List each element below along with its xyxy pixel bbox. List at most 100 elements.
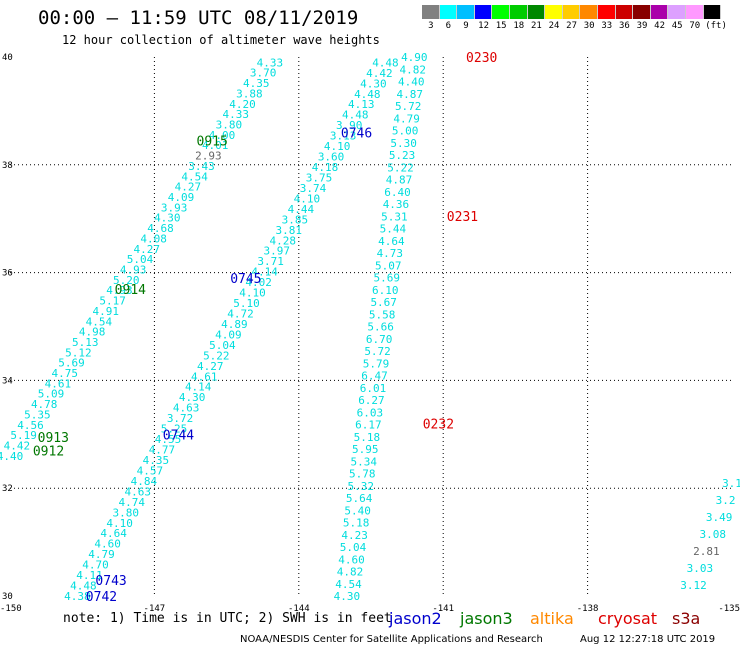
wave-height-value: 4.40 [0, 450, 23, 463]
wave-height-value: 6.70 [366, 333, 393, 346]
wave-height-value: 3.90 [336, 119, 363, 132]
wave-height-value: 3.75 [306, 171, 333, 184]
wave-height-value: 4.27 [197, 360, 224, 373]
wave-height-value: 3.1 [722, 477, 740, 490]
wave-height-value: 4.54 [335, 578, 362, 591]
wave-height-value: 4.09 [168, 191, 195, 204]
legend-swatch [510, 5, 528, 19]
x-tick-label: -141 [432, 604, 454, 614]
wave-height-value: 6.10 [372, 284, 399, 297]
wave-height-value: 3.85 [282, 213, 309, 226]
wave-height-value: 5.25 [161, 423, 188, 436]
wave-height-value: 4.20 [229, 98, 256, 111]
wave-height-value: 4.74 [118, 496, 145, 509]
wave-height-value: 4.14 [185, 381, 212, 394]
legend-label: 3 [428, 21, 434, 31]
satellite-name-altika: altika [530, 609, 574, 628]
satellite-name-s3a: s3a [672, 609, 701, 628]
legend-swatch [650, 5, 669, 19]
wave-height-value: 4.70 [82, 559, 109, 572]
pass-time-label: 0744 [163, 428, 194, 443]
wave-height-value: 3.43 [188, 160, 215, 173]
wave-height-value: 4.63 [173, 402, 200, 415]
wave-height-value: 4.44 [288, 203, 315, 216]
legend-label: 30 [583, 21, 595, 31]
wave-height-value: 4.30 [154, 212, 181, 225]
wave-height-value: 4.02 [245, 276, 272, 289]
y-tick-label: 40 [2, 53, 13, 63]
legend-swatch [562, 5, 581, 19]
wave-height-value: 4.10 [294, 192, 321, 205]
wave-height-value: 6.47 [361, 370, 388, 383]
wave-height-value: 3.60 [318, 151, 345, 164]
legend-swatch [668, 5, 686, 19]
legend-label: 39 [636, 21, 648, 31]
wave-height-value: 5.30 [390, 137, 417, 150]
legend-label: 18 [513, 21, 525, 31]
wave-height-value: 4.40 [398, 76, 425, 89]
legend-swatch [580, 5, 598, 19]
wave-height-value: 4.38 [64, 590, 91, 603]
y-tick-label: 30 [2, 592, 13, 602]
wave-height-value: 4.93 [106, 284, 133, 297]
y-tick-label: 38 [2, 161, 13, 171]
wave-height-value: 4.42 [4, 440, 31, 453]
wave-height-value: 4.01 [202, 139, 229, 152]
wave-height-value: 4.78 [31, 398, 58, 411]
wave-height-value: 5.23 [389, 149, 416, 162]
wave-height-value: 4.23 [341, 529, 368, 542]
x-tick-label: -135 [718, 604, 740, 614]
wave-height-value: 5.13 [72, 336, 99, 349]
satellite-name-jason2: jason2 [389, 609, 442, 628]
wave-height-value: 5.12 [65, 346, 92, 359]
page-subtitle: 12 hour collection of altimeter wave hei… [62, 33, 380, 47]
footnote: note: 1) Time is in UTC; 2) SWH is in fe… [63, 611, 392, 626]
wave-height-value: 5.44 [380, 223, 407, 236]
legend-swatch [492, 5, 510, 19]
wave-height-value: 5.66 [367, 321, 394, 334]
wave-height-value: 4.35 [243, 77, 270, 90]
wave-height-value: 4.89 [221, 318, 248, 331]
wave-height-value: 3.03 [687, 562, 714, 575]
legend-label: 33 [601, 21, 613, 31]
wave-height-value: 5.31 [381, 210, 408, 223]
pass-time-label: 0912 [33, 444, 64, 459]
legend-label: 45 [671, 21, 683, 31]
wave-height-value: 5.69 [58, 357, 85, 370]
pass-time-label: 0915 [197, 135, 228, 150]
wave-height-value: 4.87 [386, 174, 413, 187]
wave-height-value: 4.48 [342, 109, 369, 122]
wave-height-value: 4.18 [312, 161, 339, 174]
wave-height-value: 4.84 [131, 475, 158, 488]
wave-height-value: 5.18 [354, 431, 381, 444]
wave-height-value: 4.54 [181, 170, 208, 183]
wave-height-value: 4.75 [51, 367, 78, 380]
wave-height-value: 5.20 [113, 274, 140, 287]
wave-height-value: 3.74 [300, 182, 327, 195]
wave-height-value: 4.73 [377, 247, 404, 260]
wave-height-value: 4.54 [86, 315, 113, 328]
wave-height-value: 3.13 [330, 130, 357, 143]
wave-height-value: 4.28 [270, 234, 297, 247]
legend-label: 27 [566, 21, 578, 31]
wave-height-value: 3.97 [263, 245, 290, 258]
wave-height-value: 4.64 [100, 527, 127, 540]
generated-timestamp: Aug 12 12:27:18 UTC 2019 [580, 634, 716, 645]
legend-unit: (ft) [705, 21, 727, 31]
pass-time-label: 0914 [115, 283, 146, 298]
wave-height-value: 4.33 [257, 56, 284, 69]
wave-height-value: 4.87 [396, 88, 423, 101]
wave-height-value: 5.09 [38, 388, 65, 401]
wave-height-value: 5.69 [374, 272, 401, 285]
legend-label: 36 [618, 21, 630, 31]
pass-time-label: 0231 [447, 210, 478, 225]
wave-height-value: 5.72 [364, 345, 391, 358]
wave-height-value: 5.64 [346, 492, 373, 505]
wave-height-value: 4.63 [125, 485, 152, 498]
legend-swatch [633, 5, 651, 19]
wave-height-value: 5.72 [395, 100, 422, 113]
wave-height-value: 4.56 [17, 419, 44, 432]
pass-time-label: 0745 [230, 272, 261, 287]
